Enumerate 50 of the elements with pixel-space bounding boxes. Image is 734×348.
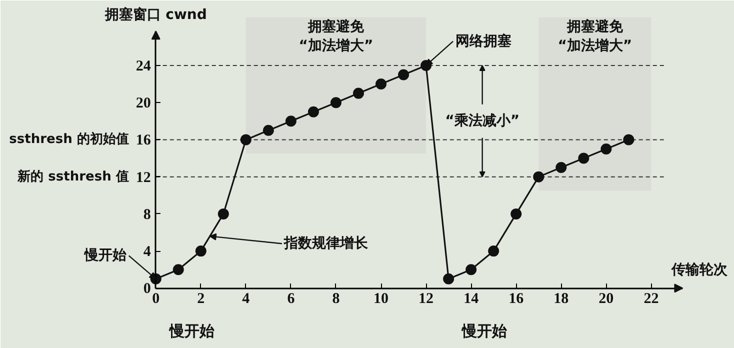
x-tick-label: 20: [598, 291, 614, 308]
point: [578, 152, 590, 164]
point: [308, 106, 319, 118]
point: [195, 246, 206, 257]
x-tick-label: 4: [242, 291, 250, 308]
x-tick-label: 10: [374, 291, 389, 308]
x-tick-label: 2: [197, 291, 205, 308]
point: [600, 143, 612, 154]
x-tick-label: 8: [332, 291, 340, 308]
band-label: 拥塞避免 “加法增大”: [558, 18, 632, 54]
annotation: 指数规律增长: [283, 236, 370, 252]
point: [172, 264, 184, 276]
text: 慢开始: [168, 322, 216, 340]
point: [240, 134, 252, 146]
x-tick-label: 16: [508, 291, 524, 308]
point: [285, 116, 296, 127]
y-tick-label: 8: [143, 206, 151, 223]
point: [623, 134, 634, 146]
point: [218, 208, 229, 220]
y-tick-label: 4: [143, 244, 152, 260]
point: [443, 273, 454, 284]
x-tick-label: 6: [287, 291, 296, 308]
x-axis-title: 传输轮次: [670, 262, 729, 278]
point: [533, 171, 544, 182]
annotation: 网络拥塞: [455, 32, 512, 50]
point: [262, 124, 274, 136]
y-tick-label: 24: [136, 58, 152, 74]
y-tick-label: 0: [143, 281, 151, 298]
x-tick-label: 22: [644, 291, 659, 308]
point: [376, 78, 387, 90]
x-tick-label: 18: [554, 291, 569, 308]
annotation: “乘法减小”: [445, 113, 520, 130]
point: [510, 208, 522, 220]
ref-line-label: 新的 ssthresh 值: [16, 168, 129, 184]
ref-line-label: ssthresh 的初始值: [9, 131, 129, 148]
y-tick-label: 20: [136, 96, 151, 112]
y-tick-label: 12: [136, 170, 151, 186]
point: [488, 246, 500, 257]
band-label: 拥塞避免 “加法增大”: [298, 18, 374, 54]
y-tick-label: 16: [136, 132, 152, 149]
text: 慢开始: [461, 322, 508, 340]
point: [556, 162, 567, 174]
y-axis-title: 拥塞窗口 cwnd: [104, 6, 207, 24]
point: [398, 69, 410, 80]
point: [330, 97, 342, 108]
x-tick-label: 14: [464, 291, 480, 308]
annotation: 慢开始: [84, 248, 128, 264]
x-tick-label: 12: [418, 291, 434, 308]
point: [466, 264, 477, 276]
point: [352, 88, 364, 99]
